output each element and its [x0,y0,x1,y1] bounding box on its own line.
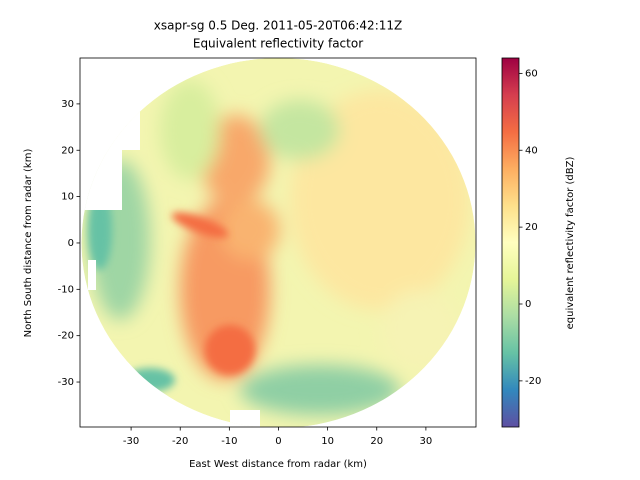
colorbar-tick-label: 40 [525,145,538,156]
x-tick-label: -30 [123,436,139,447]
y-tick-label: -20 [58,331,74,342]
x-tick-label: 30 [420,436,433,447]
axes-frame [79,57,477,428]
y-tick-label: 0 [68,238,74,249]
y-tick-label: 30 [61,99,74,110]
y-tick-label: -30 [58,377,74,388]
colorbar-tick-label: 20 [525,222,538,233]
colorbar [501,57,520,428]
y-tick-label: -10 [58,284,74,295]
x-tick-label: -20 [172,436,188,447]
x-tick-label: 0 [275,436,281,447]
chart-subtitle: Equivalent reflectivity factor [193,37,363,51]
y-tick-label: 10 [61,192,74,203]
x-tick-label: 20 [370,436,383,447]
chart-title: xsapr-sg 0.5 Deg. 2011-05-20T06:42:11Z [154,19,402,33]
y-tick-label: 20 [61,145,74,156]
x-tick-label: 10 [321,436,334,447]
colorbar-label: equivalent reflectivity factor (dBZ) [565,157,576,330]
colorbar-tick-label: 0 [525,299,531,310]
y-axis-label: North South distance from radar (km) [23,149,34,338]
x-axis-label: East West distance from radar (km) [189,459,367,470]
x-tick-label: -10 [221,436,237,447]
colorbar-tick-label: -20 [525,376,541,387]
colorbar-tick-label: 60 [525,68,538,79]
radar-field [81,58,476,427]
